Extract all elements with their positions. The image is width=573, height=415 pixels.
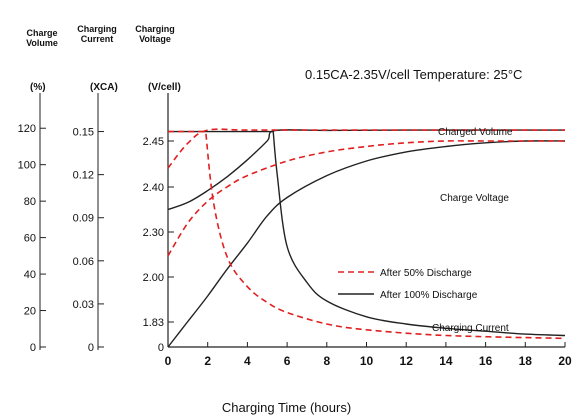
current-tick-label: 0.12 [73, 170, 94, 182]
header-charging-voltage: Charging Voltage [132, 24, 178, 44]
header-charging-current: Charging Current [74, 24, 120, 44]
x-tick-label: 16 [479, 354, 493, 368]
volume-tick-label: 20 [24, 306, 36, 318]
after-100-charging-current-curve [168, 130, 566, 337]
current-tick-label: 0.03 [73, 299, 94, 311]
after-50-charging-current-curve [168, 130, 566, 340]
volume-tick-label: 80 [24, 196, 36, 208]
current-tick-label: 0 [88, 342, 94, 354]
x-axis-label: Charging Time (hours) [221, 400, 352, 415]
current-tick-label: 0.15 [73, 127, 94, 139]
header-charging-voltage-line1: Charging [135, 24, 175, 34]
legend-label-50: After 50% Discharge [380, 268, 472, 279]
x-tick-label: 14 [439, 354, 453, 368]
after-100-charged-volume-curve [167, 140, 566, 348]
x-tick-label: 12 [400, 354, 414, 368]
x-tick-label: 0 [165, 354, 172, 368]
unit-current: (XCA) [90, 82, 118, 93]
curve-label-charge-voltage: Charge Voltage [440, 193, 509, 204]
header-charging-current-line2: Current [80, 34, 114, 44]
after-50-charge-voltage-curve [167, 128, 565, 169]
legend-label-100: After 100% Discharge [380, 290, 478, 301]
x-tick-label: 18 [519, 354, 533, 368]
current-tick-label: 0.06 [73, 256, 94, 268]
curve-label-charging-current: Charging Current [432, 323, 509, 334]
header-charge-volume: Charge Volume [22, 28, 62, 48]
unit-volume: (%) [30, 82, 46, 93]
voltage-tick-label: 2.30 [143, 227, 164, 239]
curve-label-charged-volume: Charged Volume [438, 127, 513, 138]
x-tick-label: 8 [323, 354, 330, 368]
header-charge-volume-line1: Charge [26, 28, 58, 38]
voltage-tick-label: 1.83 [143, 317, 164, 329]
volume-tick-label: 120 [18, 123, 36, 135]
voltage-tick-label: 0 [158, 342, 164, 354]
x-tick-label: 20 [558, 354, 572, 368]
x-tick-label: 6 [284, 354, 291, 368]
voltage-tick-label: 2.40 [143, 182, 164, 194]
header-charge-volume-line2: Volume [26, 38, 58, 48]
x-tick-label: 2 [204, 354, 211, 368]
unit-voltage: (V/cell) [148, 82, 181, 93]
chart-title: 0.15CA-2.35V/cell Temperature: 25°C [305, 67, 523, 82]
volume-tick-label: 40 [24, 269, 36, 281]
x-tick-label: 10 [360, 354, 374, 368]
header-charging-voltage-line2: Voltage [139, 34, 171, 44]
header-charging-current-line1: Charging [77, 24, 117, 34]
current-tick-label: 0.09 [73, 213, 94, 225]
volume-tick-label: 60 [24, 233, 36, 245]
volume-tick-label: 100 [18, 160, 36, 172]
after-100-charge-voltage-curve [167, 129, 565, 211]
voltage-tick-label: 2.00 [143, 272, 164, 284]
voltage-tick-label: 2.45 [143, 136, 164, 148]
volume-tick-label: 0 [30, 342, 36, 354]
x-tick-label: 4 [244, 354, 251, 368]
